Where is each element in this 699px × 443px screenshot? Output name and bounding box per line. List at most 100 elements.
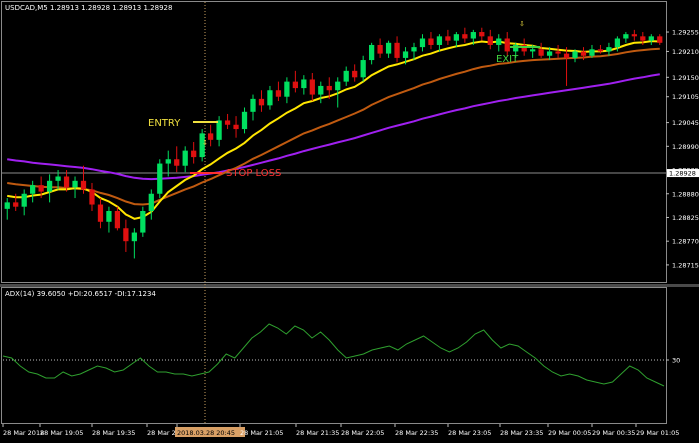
candle-body [504, 38, 510, 52]
candle-body [131, 232, 137, 242]
candle-body [411, 47, 417, 52]
time-tick-label: 28 Mar 23:05 [448, 429, 491, 437]
candle-body [191, 150, 197, 158]
candle-body [275, 90, 282, 97]
price-tick-label: 1.29150 [672, 74, 699, 82]
candle-body [80, 180, 87, 190]
time-tick-label: 28 Mar 19:05 [40, 429, 83, 437]
candle-body [72, 180, 78, 188]
candle-body [640, 36, 646, 41]
price-tick-label: 1.29255 [672, 29, 699, 37]
candle-body [309, 79, 315, 95]
time-tick-label: 29 Mar 00:35 [592, 429, 635, 437]
current-price-box [667, 169, 699, 178]
candle-body [360, 60, 366, 78]
exit-arrow-icon: ⇩ [519, 20, 525, 28]
price-tick-label: 1.29210 [672, 48, 699, 56]
candle-body [207, 133, 214, 140]
candle-body [462, 34, 468, 39]
panel-separator[interactable] [0, 284, 699, 287]
candle-body [597, 49, 604, 52]
entry-arrow-icon: ⇩ [202, 139, 208, 147]
candle-body [114, 211, 121, 229]
candle-body [369, 44, 375, 61]
current-price-label: 1.28928 [669, 170, 696, 178]
candle-body [546, 51, 553, 56]
candle-body [648, 36, 654, 41]
ma-slow-line [7, 73, 660, 181]
candle-body [216, 120, 222, 140]
time-tick-label: 2018.03.28 20:45 [177, 429, 235, 437]
candle-body [13, 202, 19, 207]
candle-body [335, 81, 341, 91]
candle-body [326, 85, 332, 91]
price-tick-label: 1.28715 [672, 261, 699, 269]
candle-body [445, 36, 451, 41]
candle-body [453, 34, 460, 41]
candle-body [657, 36, 663, 43]
candle-body [157, 163, 163, 194]
candle-body [123, 228, 129, 242]
candle-body [38, 185, 44, 192]
price-tick-label: 1.29045 [672, 119, 699, 127]
candle-body [241, 111, 248, 130]
candle-body [614, 38, 621, 48]
candle-body [318, 85, 324, 95]
candle-body [55, 176, 61, 181]
candle-body [267, 90, 273, 106]
candle-body [589, 49, 595, 56]
candle-body [182, 150, 188, 166]
candle-body [224, 120, 231, 125]
candle-body [419, 38, 426, 48]
candle-body [563, 53, 570, 58]
candle-body [521, 44, 527, 52]
candle-body [199, 133, 205, 158]
candle-body [258, 98, 265, 106]
candle-body [377, 44, 383, 54]
stop-loss-label: STOP LOSS [226, 168, 281, 179]
time-highlight-box [175, 427, 245, 437]
candle-body [631, 34, 637, 37]
candle-body [580, 51, 587, 56]
candle-body [496, 38, 502, 45]
candle-body [89, 189, 95, 205]
main-panel-frame [1, 1, 667, 283]
entry-label: ENTRY [148, 118, 181, 129]
candle-body [402, 51, 409, 58]
ma-fast-line [7, 40, 660, 220]
price-axis: 1.29255 1.29210 1.29150 1.29105 1.29045 1.289… [666, 29, 699, 269]
candle-body [538, 49, 544, 56]
moving-averages [7, 40, 660, 220]
candle-body [394, 42, 400, 58]
adx-line [2, 323, 665, 387]
candle-body [63, 176, 70, 188]
adx-level-label: 30 [672, 357, 680, 365]
time-tick-label: 28 Mar 22:35 [395, 429, 438, 437]
indicator-panel-frame [1, 287, 667, 424]
time-tick-label: 29 Mar 01:05 [636, 429, 679, 437]
candle-body [623, 34, 629, 39]
symbol-label: USDCAD,M5 1.28913 1.28928 1.28913 1.2892… [5, 4, 172, 12]
time-tick-label: 28 Mar 21:05 [240, 429, 283, 437]
time-tick-label: 28 Mar 22:05 [341, 429, 384, 437]
candle-body [572, 51, 578, 58]
price-tick-label: 1.28770 [672, 238, 699, 246]
time-tick-label: 28 Mar 20:05 [147, 429, 190, 437]
candle-body [385, 42, 392, 54]
candle-body [479, 32, 485, 37]
time-tick-label: 28 Mar 2018 [3, 429, 44, 437]
annotations: ENTRY STOP LOSS EXIT ⇩ ⇩ [148, 20, 540, 179]
candle-body [165, 159, 171, 164]
ma-mid-line [7, 47, 660, 206]
price-tick-label: 1.29105 [672, 93, 699, 101]
adx-label: ADX(14) 39.6050 +DI:20.6517 -DI:17.1234 [5, 290, 156, 298]
candle-body [428, 38, 434, 45]
price-tick-label: 1.28880 [672, 190, 699, 198]
time-tick-label: 28 Mar 23:35 [500, 429, 543, 437]
price-tick-label: 1.28990 [672, 143, 699, 151]
candle-body [292, 81, 298, 89]
candle-body [513, 44, 519, 52]
